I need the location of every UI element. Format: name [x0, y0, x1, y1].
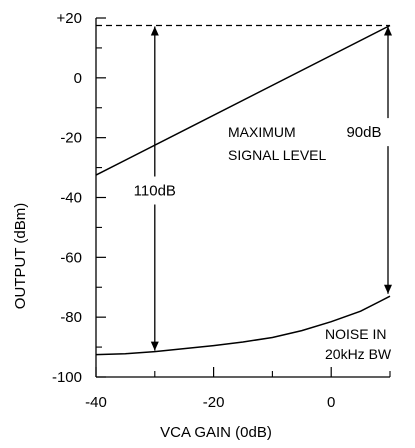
signal-label-line2: SIGNAL LEVEL — [228, 147, 327, 163]
series-layer — [95, 24, 391, 356]
ticks-layer: +200-20-40-60-80-100-40 -20 0 — [52, 10, 391, 411]
x-axis-title: VCA GAIN (0dB) — [160, 424, 272, 441]
y-tick-label: -80 — [60, 309, 82, 326]
y-tick-label: -40 — [60, 190, 82, 207]
y-tick-label: 0 — [74, 70, 82, 87]
noise-floor-line — [95, 295, 391, 356]
y-tick-label: -60 — [60, 249, 82, 266]
arrow-90db-label: 90dB — [346, 124, 381, 141]
axes-layer — [95, 18, 390, 378]
noise-label-line1: NOISE IN — [325, 326, 386, 342]
arrow-110db-label: 110dB — [134, 183, 176, 200]
y-tick-label: -20 — [60, 130, 82, 147]
noise-label-line2: 20kHz BW — [325, 346, 392, 362]
y-tick-label: +20 — [57, 10, 82, 27]
y-tick-label: -100 — [52, 369, 82, 386]
annotation-layer: 110dB 90dB — [134, 26, 392, 351]
x-tick-label: -40 — [85, 394, 107, 411]
x-tick-label: 0 — [327, 394, 335, 411]
x-tick-label: -20 — [203, 394, 225, 411]
signal-label-line1: MAXIMUM — [228, 124, 296, 140]
max-signal-line — [95, 24, 391, 176]
y-axis-title: OUTPUT (dBm) — [12, 203, 29, 309]
